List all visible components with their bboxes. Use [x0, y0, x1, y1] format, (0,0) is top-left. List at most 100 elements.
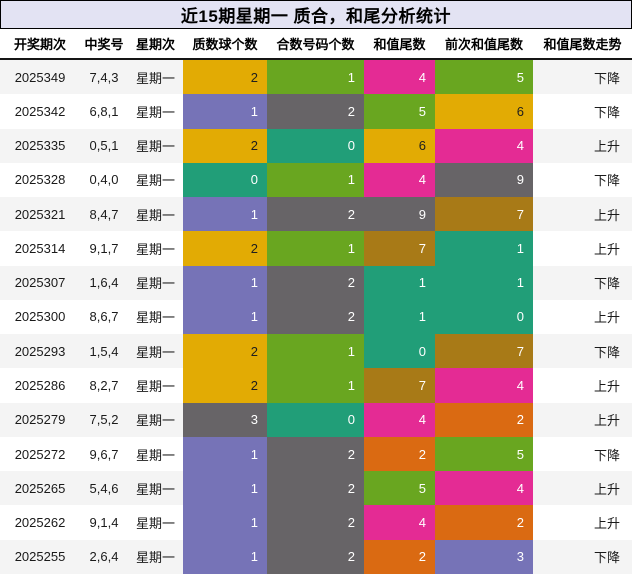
winning-number-value: 5,4,6: [89, 480, 119, 496]
composite-count-cell: 1: [267, 231, 364, 266]
table-row: 2025255 2,6,4 星期一 1 2 2 3 下降: [0, 539, 632, 574]
trend-value: 上升: [593, 139, 620, 155]
table-row: 2025342 6,8,1 星期一 1 2 5 6 下降: [0, 94, 632, 129]
draw-period-value: 2025300: [14, 309, 66, 325]
trend-value: 下降: [593, 447, 620, 463]
prime-count-cell: 2: [183, 231, 267, 266]
composite-count-cell: 0: [267, 402, 364, 437]
prev-sum-tail-cell: 7: [435, 334, 533, 369]
draw-period-value: 2025314: [14, 240, 66, 256]
weekday-value: 星期一: [135, 139, 175, 155]
winning-number-value: 8,2,7: [89, 378, 119, 394]
prev-sum-tail-cell: 1: [435, 265, 533, 300]
draw-period-value: 2025279: [14, 412, 66, 428]
table-header-row: 开奖期次 中奖号 星期次 质数球个数 合数号码个数 和值尾数 前次和值尾数 和值…: [0, 29, 632, 60]
sum-tail-cell: 4: [364, 402, 435, 437]
sum-tail-cell: 4: [364, 162, 435, 198]
prime-count-cell: 2: [183, 368, 267, 403]
trend-value: 上升: [593, 241, 620, 257]
sum-tail-cell: 1: [364, 265, 435, 300]
winning-number-value: 6,8,1: [89, 103, 119, 119]
header-sum-tail-trend: 和值尾数走势: [543, 37, 622, 52]
table-row: 2025328 0,4,0 星期一 0 1 4 9 下降: [0, 162, 632, 198]
trend-value: 上升: [593, 481, 620, 497]
weekday-value: 星期一: [135, 344, 175, 360]
prime-count-cell: 3: [183, 402, 267, 437]
weekday-value: 星期一: [135, 516, 175, 532]
sum-tail-cell: 2: [364, 436, 435, 472]
weekday-value: 星期一: [135, 447, 175, 463]
table-row: 2025349 7,4,3 星期一 2 1 4 5 下降: [0, 60, 632, 95]
table-row: 2025286 8,2,7 星期一 2 1 7 4 上升: [0, 368, 632, 403]
sum-tail-cell: 6: [364, 128, 435, 163]
winning-number-value: 7,5,2: [89, 412, 119, 428]
prime-count-cell: 1: [183, 436, 267, 472]
prev-sum-tail-cell: 5: [435, 436, 533, 472]
sum-tail-cell: 4: [364, 60, 435, 95]
winning-number-value: 0,5,1: [89, 138, 119, 154]
composite-count-cell: 2: [267, 539, 364, 574]
weekday-value: 星期一: [135, 413, 175, 429]
header-sum-tail: 和值尾数: [373, 37, 426, 52]
draw-period-value: 2025307: [14, 275, 66, 291]
sum-tail-cell: 2: [364, 539, 435, 574]
winning-number-value: 9,6,7: [89, 446, 119, 462]
winning-number-value: 8,4,7: [89, 206, 119, 222]
draw-period-value: 2025286: [14, 378, 66, 394]
table-body: 2025349 7,4,3 星期一 2 1 4 5 下降 2025342 6,8…: [0, 60, 632, 574]
winning-number-value: 1,5,4: [89, 343, 119, 359]
winning-number-value: 7,4,3: [89, 69, 119, 85]
trend-value: 上升: [593, 516, 620, 532]
trend-value: 下降: [593, 70, 620, 86]
composite-count-cell: 1: [267, 162, 364, 198]
composite-count-cell: 2: [267, 505, 364, 540]
prev-sum-tail-cell: 2: [435, 402, 533, 437]
weekday-value: 星期一: [135, 310, 175, 326]
prime-count-cell: 0: [183, 162, 267, 198]
sum-tail-cell: 0: [364, 334, 435, 369]
page-title: 近15期星期一 质合，和尾分析统计: [180, 7, 452, 26]
prev-sum-tail-cell: 4: [435, 471, 533, 506]
table-row: 2025307 1,6,4 星期一 1 2 1 1 下降: [0, 265, 632, 300]
header-draw-period: 开奖期次: [13, 37, 66, 52]
prev-sum-tail-cell: 6: [435, 94, 533, 129]
table-row: 2025321 8,4,7 星期一 1 2 9 7 上升: [0, 197, 632, 232]
prev-sum-tail-cell: 4: [435, 128, 533, 163]
prime-count-cell: 1: [183, 539, 267, 574]
weekday-value: 星期一: [135, 276, 175, 292]
draw-period-value: 2025262: [14, 515, 66, 531]
prev-sum-tail-cell: 1: [435, 231, 533, 266]
prime-count-cell: 1: [183, 471, 267, 506]
prime-count-cell: 2: [183, 128, 267, 163]
header-composite-count: 合数号码个数: [276, 37, 355, 52]
table-row: 2025265 5,4,6 星期一 1 2 5 4 上升: [0, 471, 632, 506]
composite-count-cell: 1: [267, 368, 364, 403]
draw-period-value: 2025272: [14, 446, 66, 462]
trend-value: 上升: [593, 413, 620, 429]
composite-count-cell: 0: [267, 128, 364, 163]
sum-tail-cell: 7: [364, 231, 435, 266]
trend-value: 下降: [593, 276, 620, 292]
draw-period-value: 2025265: [14, 480, 66, 496]
composite-count-cell: 2: [267, 436, 364, 472]
sum-tail-cell: 1: [364, 299, 435, 335]
winning-number-value: 2,6,4: [89, 549, 119, 565]
sum-tail-cell: 5: [364, 94, 435, 129]
weekday-value: 星期一: [135, 241, 175, 257]
weekday-value: 星期一: [135, 379, 175, 395]
weekday-value: 星期一: [135, 70, 175, 86]
trend-value: 上升: [593, 379, 620, 395]
prev-sum-tail-cell: 5: [435, 60, 533, 95]
prime-count-cell: 1: [183, 505, 267, 540]
weekday-value: 星期一: [135, 173, 175, 189]
table-row: 2025293 1,5,4 星期一 2 1 0 7 下降: [0, 334, 632, 369]
header-prev-sum-tail: 前次和值尾数: [444, 37, 523, 52]
sum-tail-cell: 4: [364, 505, 435, 540]
draw-period-value: 2025328: [14, 172, 66, 188]
composite-count-cell: 1: [267, 60, 364, 95]
winning-number-value: 9,1,4: [89, 515, 119, 531]
composite-count-cell: 2: [267, 265, 364, 300]
weekday-value: 星期一: [135, 481, 175, 497]
prime-count-cell: 1: [183, 197, 267, 232]
